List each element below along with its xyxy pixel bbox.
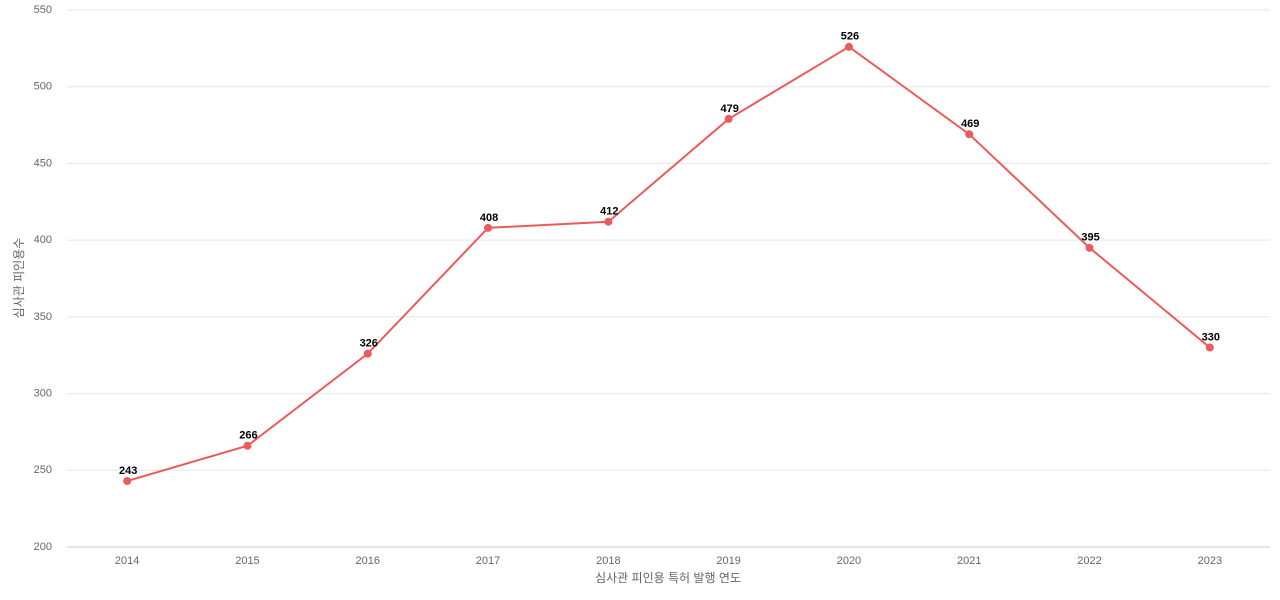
data-label: 526 <box>841 31 859 43</box>
data-point <box>363 349 372 358</box>
data-point <box>604 217 613 226</box>
y-tick-label: 450 <box>34 157 52 169</box>
y-tick-label: 500 <box>34 81 52 93</box>
x-axis-title: 심사관 피인용 특허 발행 연도 <box>595 570 741 585</box>
data-label: 330 <box>1202 331 1220 343</box>
data-line <box>126 45 1211 482</box>
data-label: 395 <box>1081 232 1099 244</box>
data-point <box>1085 243 1094 252</box>
data-label: 479 <box>720 103 738 115</box>
data-point <box>123 477 132 486</box>
x-tick-label: 2020 <box>837 555 861 567</box>
x-tick-label: 2014 <box>115 555 139 567</box>
y-tick-label: 550 <box>34 4 52 16</box>
x-tick-label: 2015 <box>235 555 259 567</box>
x-tick-label: 2018 <box>596 555 620 567</box>
data-point <box>965 130 974 139</box>
data-label: 266 <box>239 430 257 442</box>
y-axis-title: 심사관 피인용수 <box>12 238 26 319</box>
data-label: 469 <box>961 118 979 130</box>
y-tick-label: 350 <box>34 311 52 323</box>
data-point <box>1205 343 1214 352</box>
y-tick-label: 250 <box>34 464 52 476</box>
y-tick-label: 400 <box>34 234 52 246</box>
y-tick-label: 300 <box>34 387 52 399</box>
data-label: 326 <box>360 338 378 350</box>
data-label: 408 <box>480 212 498 224</box>
x-tick-label: 2017 <box>476 555 500 567</box>
x-tick-label: 2023 <box>1198 555 1222 567</box>
y-tick-label: 200 <box>34 541 52 553</box>
x-tick-label: 2016 <box>356 555 380 567</box>
data-point <box>844 42 853 51</box>
x-tick-label: 2019 <box>716 555 740 567</box>
data-label: 412 <box>600 206 618 218</box>
data-label: 243 <box>119 465 137 477</box>
data-point <box>243 441 252 450</box>
x-tick-label: 2021 <box>957 555 981 567</box>
data-point <box>724 114 733 123</box>
data-point <box>484 223 493 232</box>
x-tick-label: 2022 <box>1077 555 1101 567</box>
